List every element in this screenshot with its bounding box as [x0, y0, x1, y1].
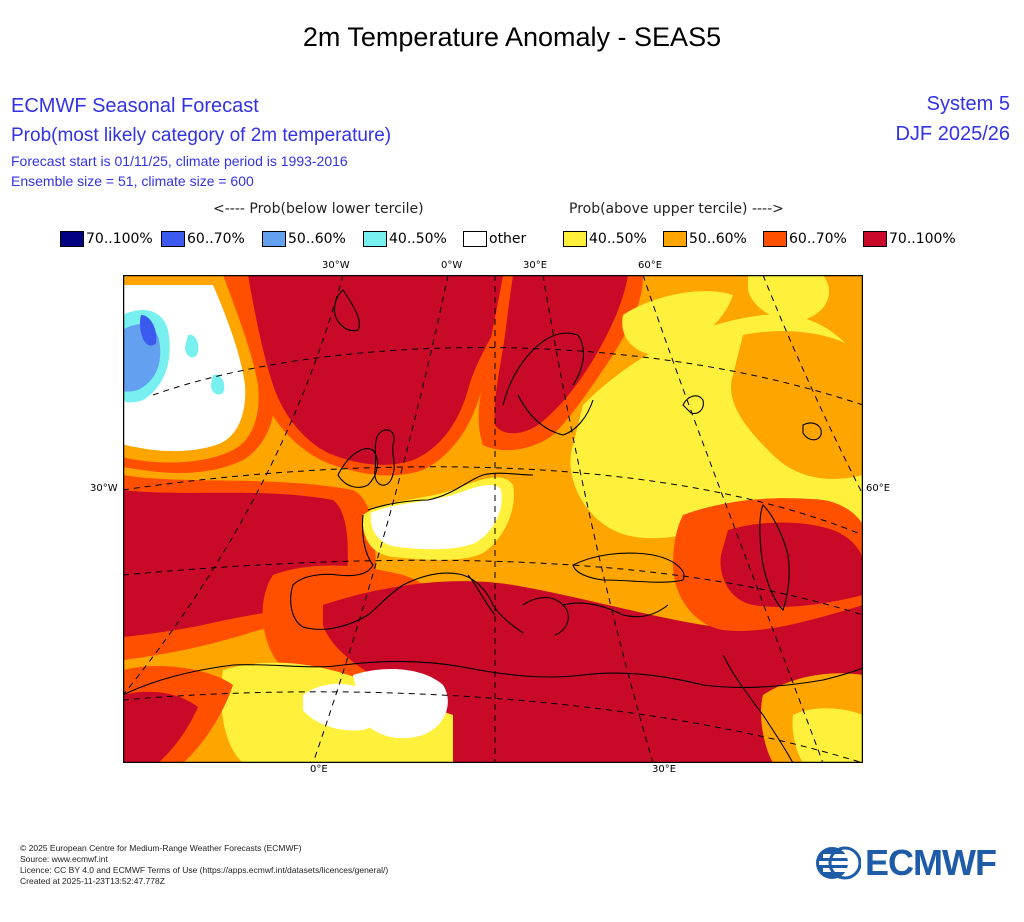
- main-title: 2m Temperature Anomaly - SEAS5: [302, 22, 722, 52]
- above-tercile-header: Prob(above upper tercile) ---->: [569, 201, 784, 217]
- region-russia-orange: [731, 331, 863, 479]
- legend-swatch: [763, 231, 787, 247]
- system-label: System 5: [926, 93, 1010, 115]
- legend-label: 60..70%: [789, 231, 847, 247]
- lon-label-bottom-0e: 0°E: [310, 764, 328, 775]
- coast-lake-2: [802, 422, 822, 441]
- lon-label-bottom-30e: 30°E: [652, 764, 677, 775]
- parallel-40n: [123, 691, 863, 763]
- below-tercile-header: <---- Prob(below lower tercile): [213, 201, 424, 217]
- licence-text: Licence: CC BY 4.0 and ECMWF Terms of Us…: [20, 865, 389, 875]
- region-greenland-blue: [139, 315, 157, 346]
- meridian-30w: [123, 275, 344, 696]
- region-mediterranean-red: [323, 581, 863, 763]
- region-southwest-red: [123, 691, 198, 763]
- meridian-60e: [762, 275, 863, 496]
- forecast-start-text: Forecast start is 01/11/25, climate peri…: [11, 153, 348, 169]
- parallel-60n: [123, 466, 863, 536]
- legend-item: other: [463, 231, 526, 247]
- ecmwf-logo-icon: [816, 846, 861, 880]
- legend-item: 60..70%: [161, 231, 245, 247]
- coastlines: [123, 289, 863, 763]
- region-scandinavia-red: [494, 275, 628, 434]
- created-text: Created at 2025-11-23T13:52:47.778Z: [20, 876, 165, 886]
- meridian-30e: [642, 275, 824, 763]
- region-greenland-cyan-small-2: [211, 374, 225, 395]
- coast-scandinavia: [502, 332, 594, 436]
- footer: © 2025 European Centre for Medium-Range …: [20, 843, 388, 887]
- lon-label-top-0w: 0°W: [441, 260, 463, 271]
- coast-red-sea: [722, 654, 794, 763]
- lon-label-top-60e: 60°E: [638, 260, 663, 271]
- probability-map: [123, 275, 863, 763]
- meridian-15e: [542, 275, 654, 763]
- legend-swatch: [463, 231, 487, 247]
- graticule: [123, 275, 863, 763]
- lon-label-left-30w: 30°W: [90, 483, 118, 494]
- legend-swatch: [663, 231, 687, 247]
- lon-label-top-30w: 30°W: [322, 260, 350, 271]
- parallel-70n: [152, 347, 863, 406]
- season-label: DJF 2025/26: [895, 123, 1010, 145]
- legend-item: 40..50%: [563, 231, 647, 247]
- region-north-atlantic-red: [248, 275, 513, 465]
- coast-italy: [402, 572, 524, 634]
- legend-label: 70..100%: [889, 231, 956, 247]
- region-north-russia-yellow: [622, 291, 733, 356]
- coast-caspian: [759, 504, 790, 612]
- copyright-text: © 2025 European Centre for Medium-Range …: [20, 843, 302, 853]
- region-greenland-cyan-small: [185, 334, 199, 358]
- meridian-15w: [312, 275, 449, 763]
- coast-iberia: [290, 514, 404, 630]
- legend-item: 40..50%: [363, 231, 447, 247]
- lon-label-right-60e: 60°E: [866, 483, 891, 494]
- legend-label: 60..70%: [187, 231, 245, 247]
- region-arctic-yellow: [748, 275, 830, 321]
- region-sahara-white: [353, 669, 448, 739]
- legend-item: 60..70%: [763, 231, 847, 247]
- legend-label: 50..60%: [689, 231, 747, 247]
- ensemble-size-text: Ensemble size = 51, climate size = 600: [11, 173, 254, 189]
- coast-britain: [374, 429, 395, 486]
- legend-swatch: [363, 231, 387, 247]
- region-caspian-red: [720, 522, 863, 607]
- legend-swatch: [863, 231, 887, 247]
- region-central-europe-white: [370, 485, 502, 550]
- legend-label: 40..50%: [589, 231, 647, 247]
- lon-label-top-30e: 30°E: [523, 260, 548, 271]
- legend-swatch: [262, 231, 286, 247]
- legend-swatch: [563, 231, 587, 247]
- legend-item: 50..60%: [663, 231, 747, 247]
- probability-title: Prob(most likely category of 2m temperat…: [11, 125, 392, 146]
- ecmwf-logo: ECMWF: [815, 842, 997, 883]
- legend-label: 40..50%: [389, 231, 447, 247]
- region-arabia-yellow: [792, 708, 863, 763]
- map-frame: [123, 275, 863, 763]
- legend-item: 70..100%: [863, 231, 956, 247]
- source-text: Source: www.ecmwf.int: [20, 854, 108, 864]
- parallel-50n: [123, 559, 863, 616]
- coast-lake: [682, 395, 704, 414]
- legend-item: 50..60%: [262, 231, 346, 247]
- legend-swatch: [161, 231, 185, 247]
- legend-label: 50..60%: [288, 231, 346, 247]
- legend-swatch: [60, 231, 84, 247]
- legend-item: 70..100%: [60, 231, 153, 247]
- legend-label: 70..100%: [86, 231, 153, 247]
- coast-balkans-turkey: [522, 596, 669, 636]
- coast-north-sea: [367, 472, 534, 511]
- legend-label: other: [489, 231, 527, 247]
- forecast-title: ECMWF Seasonal Forecast: [11, 95, 259, 117]
- coast-black-sea: [572, 552, 685, 583]
- coast-north-africa: [123, 660, 863, 696]
- ecmwf-logo-text: ECMWF: [865, 842, 997, 883]
